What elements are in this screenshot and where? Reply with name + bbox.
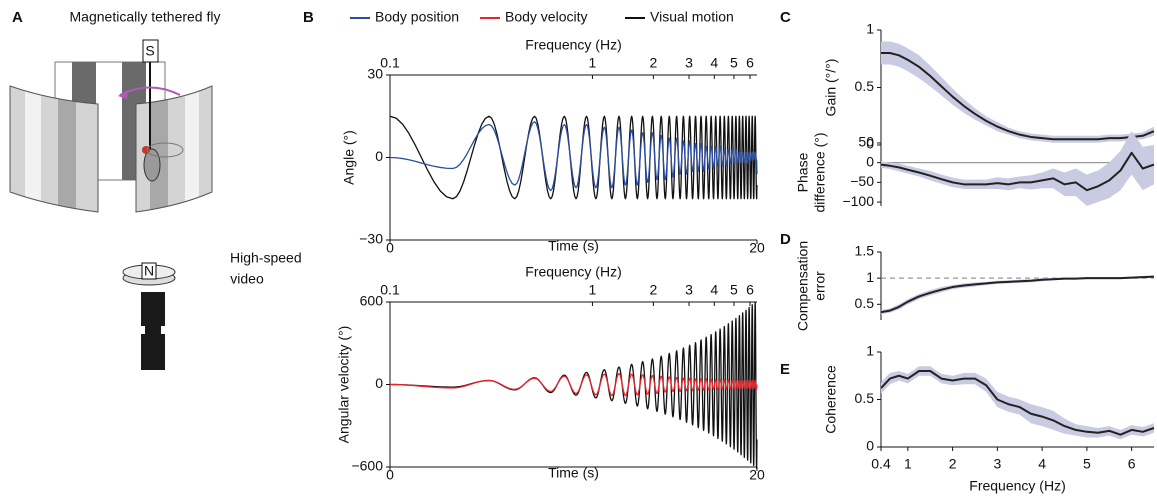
y-tick-label: 1 xyxy=(866,21,874,37)
data-line xyxy=(389,372,758,397)
x-tick-label: 2 xyxy=(949,456,957,472)
legend-label: Visual motion xyxy=(650,9,734,25)
y-tick-label: 0 xyxy=(866,438,874,454)
x-tick-label: 5 xyxy=(1083,456,1091,472)
right-panel-outline xyxy=(135,85,213,213)
y-tick-label: 50 xyxy=(858,134,874,150)
y-tick-label: 0 xyxy=(866,153,874,169)
data-line xyxy=(881,52,1155,141)
left-panel-outline xyxy=(9,85,99,213)
x-tick-label: 0.4 xyxy=(871,456,891,472)
x2-tick-label: 1 xyxy=(589,282,597,298)
y-tick-label: 30 xyxy=(367,66,383,82)
camera-lens xyxy=(141,292,165,326)
camera-label: High-speed xyxy=(230,250,302,266)
left-panel xyxy=(10,86,98,212)
x2-tick-label: 4 xyxy=(710,55,718,71)
data-line xyxy=(880,151,1155,192)
x2-axis-label: Frequency (Hz) xyxy=(525,37,621,53)
y-axis-label: Coherence xyxy=(823,365,839,434)
panel-label: B xyxy=(303,9,314,26)
x2-tick-label: 2 xyxy=(649,55,657,71)
magnet-bottom xyxy=(141,262,157,280)
x2-tick-label: 5 xyxy=(730,282,738,298)
panel-title: Magnetically tethered fly xyxy=(70,9,221,25)
data-line xyxy=(880,370,1155,436)
x2-tick-label: 5 xyxy=(730,55,738,71)
y-tick-label: 0 xyxy=(866,136,874,152)
camera-body xyxy=(141,334,165,370)
x-tick-label: 20 xyxy=(749,467,765,483)
x2-tick-label: 6 xyxy=(746,55,754,71)
x-tick-label: 0 xyxy=(386,240,394,256)
magnet-label: S xyxy=(145,43,154,59)
x-tick-label: 4 xyxy=(1038,456,1046,472)
panel-label: C xyxy=(780,9,791,26)
legend-label: Body velocity xyxy=(505,9,587,25)
x-tick-label: 6 xyxy=(1128,456,1136,472)
x-axis-label: Frequency (Hz) xyxy=(969,478,1065,494)
x2-tick-label: 0.1 xyxy=(380,55,400,71)
x-tick-label: 0 xyxy=(386,467,394,483)
x2-tick-label: 1 xyxy=(589,55,597,71)
x-tick-label: 20 xyxy=(749,240,765,256)
x-axis-label: Time (s) xyxy=(548,465,599,481)
x2-tick-label: 3 xyxy=(685,55,693,71)
x2-tick-label: 2 xyxy=(649,282,657,298)
y-tick-label: 1 xyxy=(866,343,874,359)
x2-tick-label: 4 xyxy=(710,282,718,298)
y-axis-label: Gain (°/°) xyxy=(823,59,839,117)
data-line xyxy=(389,121,758,192)
panel-label: D xyxy=(780,231,791,248)
arrow-head xyxy=(118,90,128,99)
y-axis-label: Phase xyxy=(795,152,811,192)
data-line xyxy=(880,275,1155,314)
y-axis-label: error xyxy=(812,271,828,301)
x2-tick-label: 0.1 xyxy=(380,282,400,298)
y-tick-label: −30 xyxy=(359,231,383,247)
error-band xyxy=(881,41,1154,143)
error-band xyxy=(881,131,1154,206)
y-axis-label: Angular velocity (°) xyxy=(336,326,352,444)
x2-tick-label: 6 xyxy=(746,282,754,298)
y-tick-label: −600 xyxy=(351,458,383,474)
y-axis-label: Compensation xyxy=(795,241,811,331)
camera-label: video xyxy=(230,271,264,287)
x2-axis-label: Frequency (Hz) xyxy=(525,264,621,280)
y-tick-label: 0 xyxy=(375,375,383,391)
panel-a-illustration: S N Magnetically tethered fly High-speed… xyxy=(9,9,302,370)
magnet-label: N xyxy=(144,263,154,279)
panel-label: E xyxy=(780,361,790,378)
x-tick-label: 1 xyxy=(904,456,912,472)
x2-tick-label: 3 xyxy=(685,282,693,298)
fly-wing xyxy=(146,142,184,158)
y-tick-label: 1.5 xyxy=(855,243,875,259)
x-tick-label: 3 xyxy=(993,456,1001,472)
error-band xyxy=(881,366,1154,440)
fly xyxy=(143,148,161,182)
y-tick-label: 1 xyxy=(866,269,874,285)
legend-label: Body position xyxy=(375,9,459,25)
y-tick-label: 0.5 xyxy=(855,390,875,406)
y-axis-label: difference (°) xyxy=(812,132,828,212)
y-tick-label: −50 xyxy=(850,173,874,189)
panel-label: A xyxy=(12,9,23,26)
y-tick-label: 0 xyxy=(375,148,383,164)
y-tick-label: −100 xyxy=(842,193,874,209)
y-tick-label: 0.5 xyxy=(855,78,875,94)
y-tick-label: 600 xyxy=(360,293,384,309)
y-tick-label: 0.5 xyxy=(855,295,875,311)
camera-neck xyxy=(145,326,161,334)
y-axis-label: Angle (°) xyxy=(341,130,357,185)
x-axis-label: Time (s) xyxy=(548,238,599,254)
